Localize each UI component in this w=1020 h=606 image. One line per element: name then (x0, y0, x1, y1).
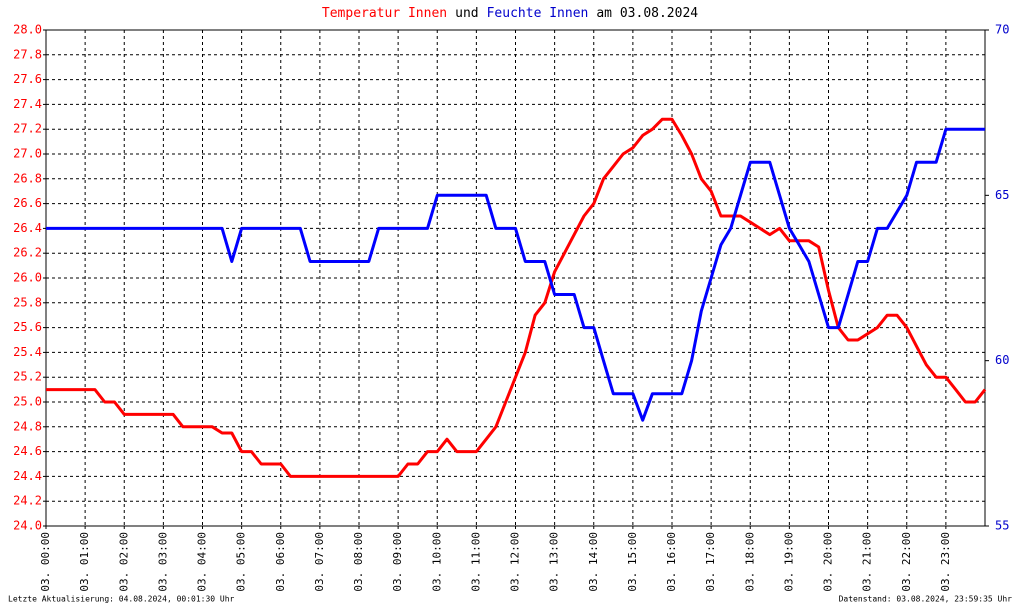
y2-tick-label: 55 (995, 519, 1009, 533)
x-tick-label: 03. 20:00 (822, 532, 835, 592)
y-tick-label: 27.4 (13, 97, 42, 111)
x-tick-label: 03. 13:00 (548, 532, 561, 592)
x-tick-label: 03. 09:00 (391, 532, 404, 592)
x-tick-label: 03. 17:00 (704, 532, 717, 592)
series-line (46, 117, 987, 478)
x-tick-label: 03. 11:00 (469, 532, 482, 592)
title-part: Feuchte Innen (487, 6, 589, 21)
y-tick-label: 24.4 (13, 469, 42, 483)
y-tick-label: 25.6 (13, 320, 42, 334)
x-tick-label: 03. 02:00 (117, 532, 130, 592)
x-tick-label: 03. 01:00 (78, 532, 91, 592)
plot-frame (45, 29, 986, 527)
y-tick-label: 24.0 (13, 519, 42, 533)
y-tick-label: 26.2 (13, 246, 42, 260)
y-tick-label: 25.2 (13, 370, 42, 384)
x-tick-label: 03. 05:00 (235, 532, 248, 592)
y-tick-label: 25.8 (13, 295, 42, 309)
y-tick-label: 26.8 (13, 171, 42, 185)
x-tick-label: 03. 08:00 (352, 532, 365, 592)
chart-title: Temperatur Innen und Feuchte Innen am 03.08… (322, 6, 698, 21)
y2-tick-label: 60 (995, 353, 1009, 367)
x-tick-label: 03. 16:00 (665, 532, 678, 592)
x-tick-label: 03. 07:00 (313, 532, 326, 592)
y-tick-label: 25.4 (13, 345, 42, 359)
y-tick-label: 24.2 (13, 494, 42, 508)
y-tick-label: 27.6 (13, 72, 42, 86)
y-tick-label: 24.8 (13, 419, 42, 433)
y2-tick-label: 70 (995, 23, 1009, 37)
y-tick-label: 28.0 (13, 23, 42, 37)
x-tick-label: 03. 15:00 (626, 532, 639, 592)
x-tick-label: 03. 18:00 (743, 532, 756, 592)
title-part: am 03.08.2024 (596, 6, 698, 21)
y-tick-label: 27.8 (13, 47, 42, 61)
x-tick-label: 03. 04:00 (196, 532, 209, 592)
x-tick-label: 03. 23:00 (939, 532, 952, 592)
x-tick-label: 03. 21:00 (861, 532, 874, 592)
y-tick-label: 26.6 (13, 196, 42, 210)
x-tick-label: 03. 10:00 (430, 532, 443, 592)
x-tick-label: 03. 12:00 (509, 532, 522, 592)
footer-right: Datenstand: 03.08.2024, 23:59:35 Uhr (839, 595, 1013, 604)
x-tick-label: 03. 06:00 (274, 532, 287, 592)
footer-left: Letzte Aktualisierung: 04.08.2024, 00:01… (8, 595, 235, 604)
y-tick-label: 26.0 (13, 271, 42, 285)
x-tick-label: 03. 19:00 (782, 532, 795, 592)
y-tick-label: 27.0 (13, 147, 42, 161)
x-tick-label: 03. 22:00 (900, 532, 913, 592)
title-part: und (455, 6, 478, 21)
y-tick-label: 27.2 (13, 122, 42, 136)
x-tick-label: 03. 03:00 (156, 532, 169, 592)
series-line (46, 127, 985, 422)
x-tick-label: 03. 14:00 (587, 532, 600, 592)
y-tick-label: 24.6 (13, 444, 42, 458)
y-tick-label: 26.4 (13, 221, 42, 235)
x-tick-label: 03. 00:00 (39, 532, 52, 592)
y2-tick-label: 65 (995, 188, 1009, 202)
y-tick-label: 25.0 (13, 395, 42, 409)
title-part: Temperatur Innen (322, 6, 447, 21)
